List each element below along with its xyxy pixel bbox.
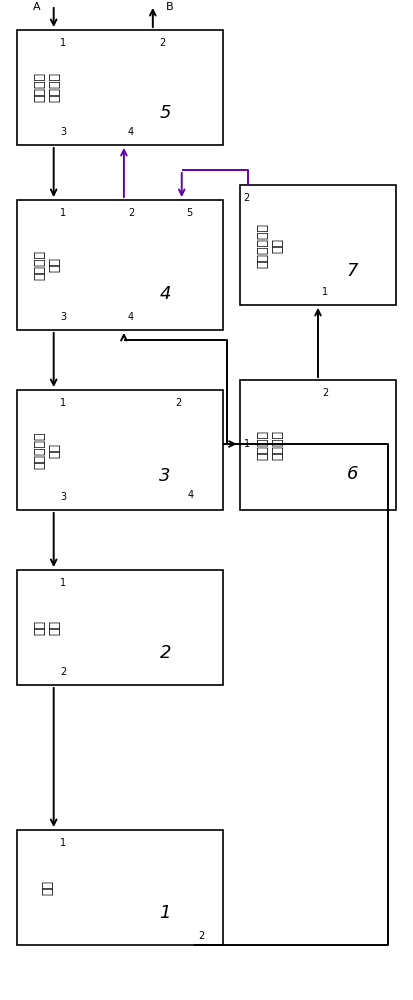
Text: 1: 1 — [159, 904, 171, 922]
Text: 2: 2 — [159, 38, 165, 48]
Text: 4: 4 — [159, 285, 171, 303]
Text: 功放
单元: 功放 单元 — [33, 620, 62, 635]
Text: 5: 5 — [186, 208, 192, 218]
Text: 天线: 天线 — [41, 880, 54, 895]
Text: 5: 5 — [159, 104, 171, 122]
Text: 3: 3 — [60, 312, 66, 322]
Text: 4: 4 — [128, 127, 134, 137]
Text: 1: 1 — [60, 578, 66, 588]
Text: 基带处理
单元: 基带处理 单元 — [33, 250, 62, 280]
Bar — [17, 830, 223, 945]
Text: 2: 2 — [322, 388, 328, 398]
Text: 1: 1 — [322, 287, 328, 297]
Text: 业务数据
接口单元: 业务数据 接口单元 — [33, 73, 62, 103]
Text: 4: 4 — [128, 312, 134, 322]
Text: B: B — [166, 2, 173, 12]
Text: 1: 1 — [244, 439, 250, 449]
Text: 调制模式选择
单元: 调制模式选择 单元 — [256, 223, 285, 268]
Text: 2: 2 — [128, 208, 134, 218]
Text: 3: 3 — [60, 127, 66, 137]
Bar — [240, 380, 396, 510]
Text: 变频与滤波
单元: 变频与滤波 单元 — [33, 431, 62, 469]
Text: 3: 3 — [159, 467, 171, 485]
Text: A: A — [33, 2, 41, 12]
Bar — [17, 570, 223, 685]
Text: 1: 1 — [60, 838, 66, 848]
Text: 1: 1 — [60, 208, 66, 218]
Text: 1: 1 — [60, 398, 66, 408]
Text: 2: 2 — [176, 398, 182, 408]
Text: 2: 2 — [198, 931, 204, 941]
Text: 4: 4 — [188, 490, 194, 500]
Bar — [240, 185, 396, 305]
Text: 3: 3 — [60, 492, 66, 502]
Text: 7: 7 — [347, 262, 358, 280]
Text: 1: 1 — [60, 38, 66, 48]
Text: 接收电平
估计单元: 接收电平 估计单元 — [256, 430, 285, 460]
Text: 2: 2 — [159, 644, 171, 662]
Bar — [17, 30, 223, 145]
Text: 2: 2 — [60, 667, 66, 677]
Bar — [17, 390, 223, 510]
Bar — [17, 200, 223, 330]
Text: 6: 6 — [347, 465, 358, 483]
Text: 2: 2 — [244, 193, 250, 203]
